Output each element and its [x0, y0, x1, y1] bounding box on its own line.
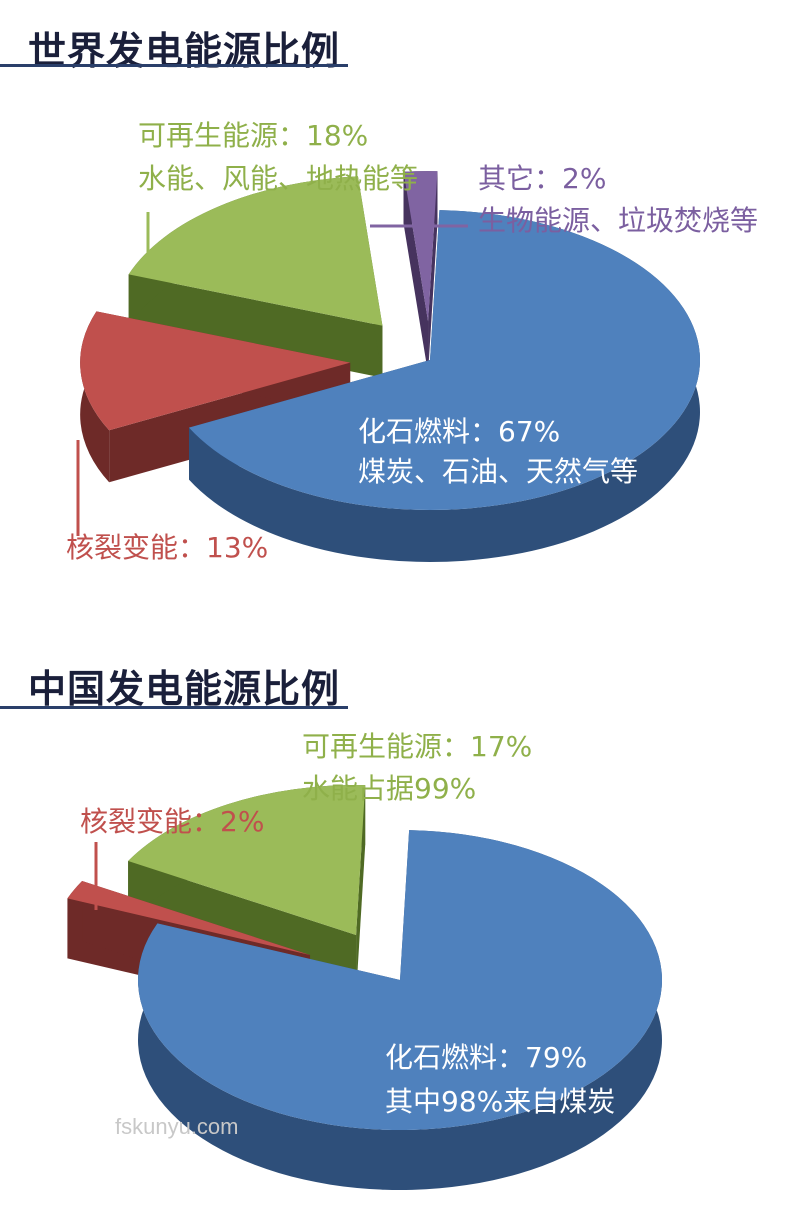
world-fossil-label: 化石燃料：67%: [358, 415, 561, 448]
pie-slice-化石燃料: [189, 210, 700, 562]
china-renewable-sublabel: 水能占据99%: [302, 772, 477, 805]
pie-slice-可再生能源: [128, 176, 383, 378]
world-renewable-sublabel: 水能、风能、地热能等: [138, 162, 419, 195]
china-fossil-label: 化石燃料：79%: [385, 1041, 588, 1074]
china-pie-chart: [67, 785, 663, 1190]
world-fossil-sublabel: 煤炭、石油、天然气等: [358, 455, 639, 488]
world-pie-chart: [76, 171, 700, 562]
china-nuclear-label: 核裂变能：2%: [80, 805, 265, 838]
pie-slice-化石燃料: [138, 830, 663, 1190]
china-chart-title: 中国发电能源比例: [28, 667, 341, 711]
world-other-sublabel: 生物能源、垃圾焚烧等: [478, 204, 759, 237]
world-renewable-label: 可再生能源：18%: [138, 119, 369, 152]
pie-slice-其它: [403, 171, 438, 374]
world-other-label: 其它：2%: [478, 162, 607, 195]
world-nuclear-label: 核裂变能：13%: [66, 531, 269, 564]
watermark-text: fskunyu.com: [115, 1114, 239, 1139]
china-fossil-sublabel: 其中98%来自煤炭: [385, 1085, 616, 1118]
china-title-underline: [0, 706, 348, 709]
world-title-underline: [0, 64, 348, 67]
china-renewable-label: 可再生能源：17%: [302, 730, 533, 763]
